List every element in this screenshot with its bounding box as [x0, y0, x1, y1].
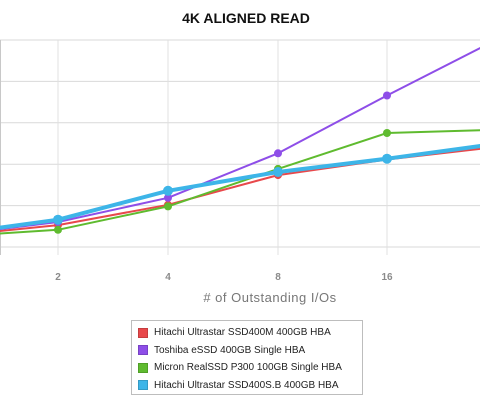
series-4 — [0, 144, 480, 230]
data-point — [273, 167, 283, 177]
legend-label: Hitachi Ultrastar SSD400S.B 400GB HBA — [154, 379, 339, 391]
data-point — [164, 193, 172, 202]
data-point — [274, 149, 282, 158]
series-3 — [0, 129, 480, 235]
series-1 — [0, 147, 480, 233]
series-line — [0, 129, 480, 235]
legend-swatch — [138, 345, 148, 356]
series-line — [0, 144, 480, 230]
x-tick-label: 8 — [275, 272, 281, 283]
legend-item: Hitachi Ultrastar SSD400M 400GB HBA — [138, 324, 362, 342]
data-point — [53, 214, 63, 225]
legend-item: Micron RealSSD P300 100GB Single HBA — [138, 359, 362, 377]
x-axis-tick-labels: 2 4 8 16 — [55, 272, 393, 283]
legend-item: Hitachi Ultrastar SSD400S.B 400GB HBA — [138, 377, 362, 395]
data-point — [383, 91, 391, 100]
x-tick-label: 4 — [165, 272, 171, 283]
x-axis-label: # of Outstanding I/Os — [203, 290, 336, 305]
legend-label: Micron RealSSD P300 100GB Single HBA — [154, 362, 342, 374]
series-lines — [0, 47, 480, 235]
legend-item: Toshiba eSSD 400GB Single HBA — [138, 342, 362, 360]
legend: Hitachi Ultrastar SSD400M 400GB HBA Toshi… — [131, 320, 363, 395]
legend-swatch — [138, 380, 148, 391]
legend-label: Toshiba eSSD 400GB Single HBA — [154, 344, 306, 356]
data-point — [382, 153, 392, 164]
series-line — [0, 147, 480, 233]
data-point — [164, 202, 172, 211]
x-tick-label: 2 — [55, 272, 61, 283]
data-point — [54, 225, 62, 234]
legend-swatch — [138, 362, 148, 373]
series-line — [0, 47, 480, 231]
legend-swatch — [138, 327, 148, 338]
data-point — [163, 185, 173, 196]
gridlines — [0, 39, 480, 255]
data-point — [383, 129, 391, 137]
legend-label: Hitachi Ultrastar SSD400M 400GB HBA — [154, 327, 331, 339]
chart-title: 4K ALIGNED READ — [182, 10, 310, 26]
x-tick-label: 16 — [381, 272, 393, 283]
